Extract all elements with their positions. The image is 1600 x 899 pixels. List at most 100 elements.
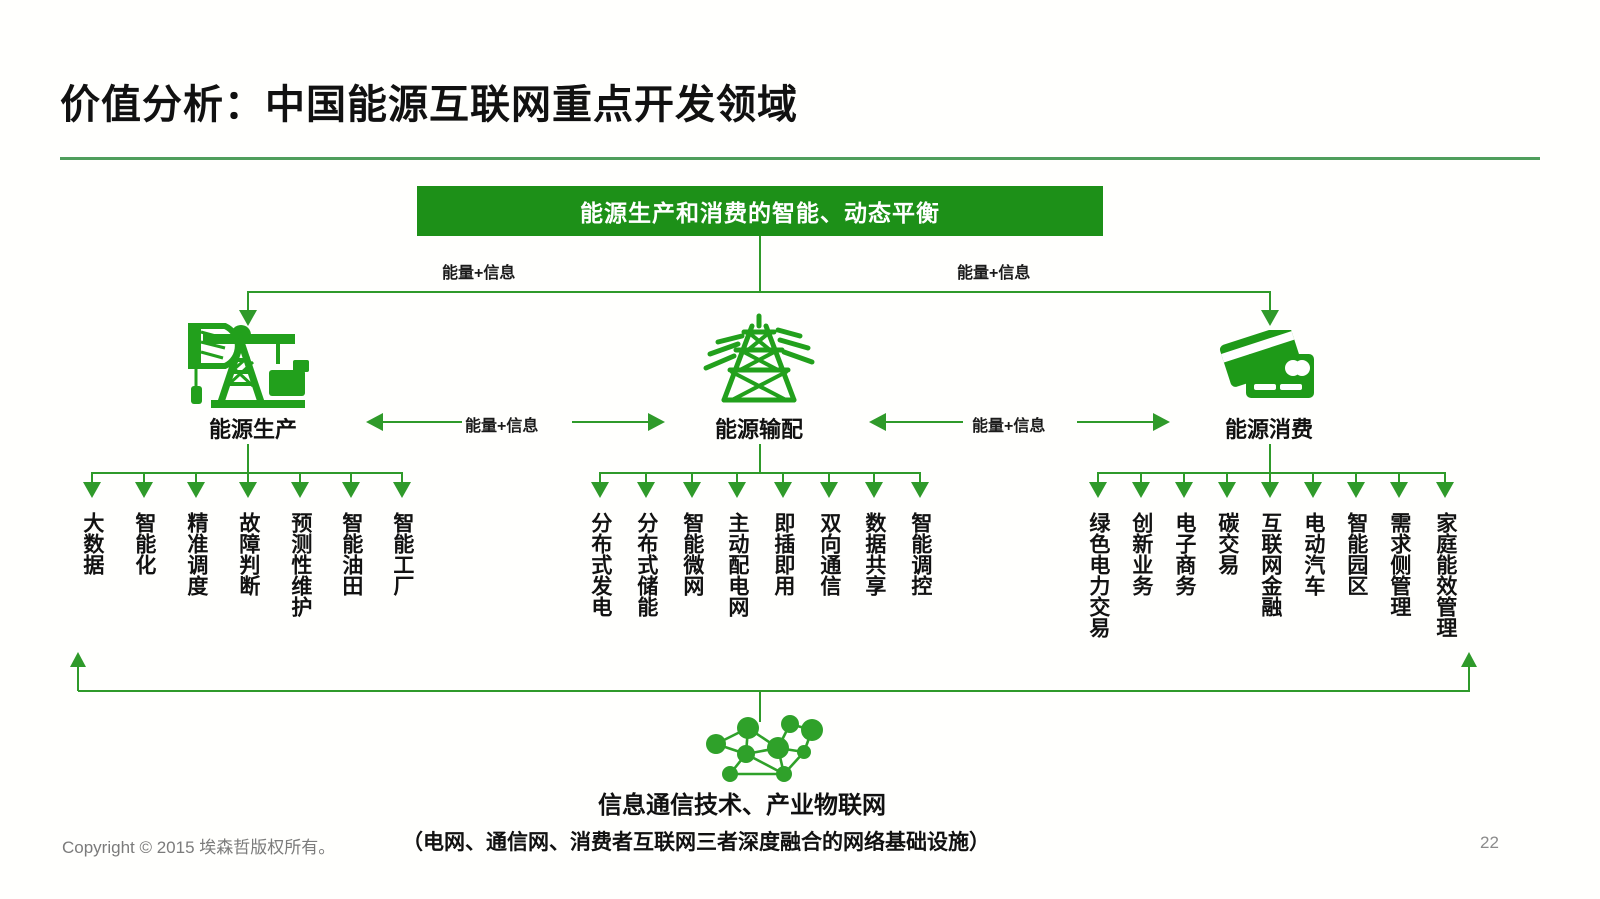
- leaf-label: 分布式储能: [634, 512, 658, 617]
- leaf-label: 智能油田: [339, 512, 363, 596]
- flow-label-top-right: 能量+信息: [957, 265, 1031, 282]
- production-tick-4: [299, 472, 301, 484]
- top-distribution-bar: [248, 291, 1270, 293]
- production-arrow-1-icon: [135, 482, 153, 498]
- flow-label-mid-left: 能量+信息: [465, 418, 539, 435]
- leaf-label: 智能园区: [1344, 512, 1368, 596]
- page-number: 22: [1480, 833, 1499, 852]
- consumption-arrow-0-icon: [1089, 482, 1107, 498]
- top-right-drop-line: [1269, 291, 1271, 313]
- flow-label-mid-right: 能量+信息: [972, 418, 1046, 435]
- production-tick-2: [195, 472, 197, 484]
- foundation-left-arrow-icon: [70, 652, 86, 667]
- title-underline: [60, 157, 1540, 160]
- mid-right-arrow-icon: [869, 413, 886, 431]
- foundation-bus-bar: [78, 690, 1470, 692]
- leaf-label: 主动配电网: [725, 512, 749, 617]
- mid-left-arrow2-icon: [648, 413, 665, 431]
- top-right-arrow-icon: [1261, 310, 1279, 326]
- production-stem-line: [247, 444, 249, 473]
- leaf-label: 预测性维护: [288, 512, 312, 617]
- credit-cards-icon: [1210, 330, 1318, 402]
- consumption-branch-bar: [1098, 472, 1446, 474]
- consumption-stem-line: [1269, 444, 1271, 473]
- transmission-tick-4: [782, 472, 784, 484]
- consumption-tick-7: [1398, 472, 1400, 484]
- leaf-label: 双向通信: [817, 512, 841, 596]
- transmission-arrow-3-icon: [728, 482, 746, 498]
- flow-label-top-left: 能量+信息: [442, 265, 516, 282]
- transmission-arrow-7-icon: [911, 482, 929, 498]
- transmission-tick-7: [919, 472, 921, 484]
- foundation-left-riser: [77, 666, 79, 691]
- leaf-label: 大数据: [80, 512, 104, 575]
- production-tick-1: [143, 472, 145, 484]
- leaf-label: 分布式发电: [588, 512, 612, 617]
- mid-right-line-a: [885, 421, 963, 423]
- transmission-arrow-1-icon: [637, 482, 655, 498]
- foundation-right-arrow-icon: [1461, 652, 1477, 667]
- hero-stem-line: [759, 236, 761, 292]
- oil-pumpjack-icon: [185, 308, 313, 408]
- mid-left-arrow-icon: [366, 413, 383, 431]
- foundation-title: 信息通信技术、产业物联网: [598, 792, 886, 819]
- transmission-arrow-4-icon: [774, 482, 792, 498]
- consumption-tick-2: [1183, 472, 1185, 484]
- production-tick-0: [91, 472, 93, 484]
- copyright-text: Copyright © 2015 埃森哲版权所有。: [62, 838, 336, 857]
- consumption-tick-0: [1097, 472, 1099, 484]
- consumption-tick-4: [1269, 472, 1271, 484]
- production-arrow-5-icon: [342, 482, 360, 498]
- mid-left-line-b: [572, 421, 650, 423]
- consumption-arrow-1-icon: [1132, 482, 1150, 498]
- page-title: 价值分析：中国能源互联网重点开发领域: [60, 83, 798, 127]
- leaf-label: 智能工厂: [390, 512, 414, 596]
- leaf-label: 精准调度: [184, 512, 208, 596]
- foundation-right-riser: [1468, 666, 1470, 691]
- production-tick-3: [247, 472, 249, 484]
- consumption-arrow-8-icon: [1436, 482, 1454, 498]
- transmission-tick-6: [873, 472, 875, 484]
- leaf-label: 智能微网: [680, 512, 704, 596]
- leaf-label: 智能调控: [908, 512, 932, 596]
- leaf-label: 家庭能效管理: [1433, 512, 1457, 638]
- foundation-subtitle: （电网、通信网、消费者互联网三者深度融合的网络基础设施）: [402, 831, 990, 854]
- foundation-stem-line: [759, 690, 761, 722]
- consumption-tick-6: [1355, 472, 1357, 484]
- transmission-arrow-6-icon: [865, 482, 883, 498]
- transmission-branch-bar: [600, 472, 920, 474]
- pillar-label-transmission: 能源输配: [714, 417, 803, 442]
- mid-left-line-a: [382, 421, 462, 423]
- transmission-tick-3: [736, 472, 738, 484]
- production-tick-5: [350, 472, 352, 484]
- transmission-tick-5: [828, 472, 830, 484]
- leaf-label: 碳交易: [1215, 512, 1239, 575]
- leaf-label: 互联网金融: [1258, 512, 1282, 617]
- consumption-tick-8: [1444, 472, 1446, 484]
- transmission-arrow-5-icon: [820, 482, 838, 498]
- production-arrow-4-icon: [291, 482, 309, 498]
- production-tick-6: [401, 472, 403, 484]
- leaf-label: 需求侧管理: [1387, 512, 1411, 617]
- transmission-tick-0: [599, 472, 601, 484]
- pillar-label-production: 能源生产: [208, 417, 297, 442]
- network-graph-icon: [690, 708, 830, 788]
- transmission-tick-1: [645, 472, 647, 484]
- mid-right-arrow2-icon: [1153, 413, 1170, 431]
- consumption-arrow-7-icon: [1390, 482, 1408, 498]
- production-arrow-0-icon: [83, 482, 101, 498]
- transmission-tick-2: [691, 472, 693, 484]
- leaf-label: 电子商务: [1172, 512, 1196, 596]
- production-arrow-3-icon: [239, 482, 257, 498]
- leaf-label: 电动汽车: [1301, 512, 1325, 596]
- transmission-arrow-2-icon: [683, 482, 701, 498]
- leaf-label: 创新业务: [1129, 512, 1153, 596]
- consumption-arrow-5-icon: [1304, 482, 1322, 498]
- consumption-arrow-3-icon: [1218, 482, 1236, 498]
- leaf-label: 故障判断: [236, 512, 260, 596]
- consumption-tick-5: [1312, 472, 1314, 484]
- consumption-arrow-2-icon: [1175, 482, 1193, 498]
- hero-banner-label: 能源生产和消费的智能、动态平衡: [580, 200, 940, 226]
- transmission-stem-line: [759, 444, 761, 473]
- transmission-tower-icon: [700, 310, 818, 406]
